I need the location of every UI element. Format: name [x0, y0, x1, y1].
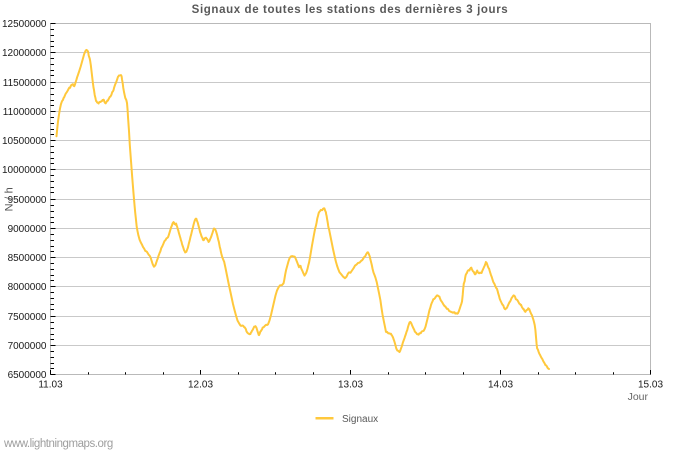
svg-text:7000000: 7000000	[8, 341, 47, 352]
svg-text:13.03: 13.03	[338, 380, 363, 391]
svg-text:8000000: 8000000	[8, 282, 47, 293]
svg-text:9000000: 9000000	[8, 224, 47, 235]
svg-text:www.lightningmaps.org: www.lightningmaps.org	[3, 438, 113, 450]
svg-text:7500000: 7500000	[8, 312, 47, 323]
svg-text:6500000: 6500000	[8, 370, 47, 381]
svg-text:12.03: 12.03	[188, 380, 213, 391]
svg-text:Signaux de toutes les stations: Signaux de toutes les stations des derni…	[192, 4, 509, 16]
svg-text:12000000: 12000000	[2, 48, 47, 59]
svg-text:11.03: 11.03	[38, 380, 63, 391]
svg-text:8500000: 8500000	[8, 253, 47, 264]
svg-text:Jour: Jour	[628, 391, 649, 403]
svg-text:14.03: 14.03	[488, 380, 513, 391]
svg-text:N/h: N/h	[4, 184, 16, 212]
svg-text:10500000: 10500000	[2, 136, 47, 147]
svg-text:11500000: 11500000	[3, 78, 47, 89]
svg-text:15.03: 15.03	[638, 380, 663, 391]
svg-text:9500000: 9500000	[8, 195, 47, 206]
svg-text:10000000: 10000000	[2, 165, 47, 176]
svg-text:12500000: 12500000	[2, 19, 47, 30]
svg-text:11000000: 11000000	[3, 107, 47, 118]
svg-text:Signaux: Signaux	[342, 414, 378, 425]
